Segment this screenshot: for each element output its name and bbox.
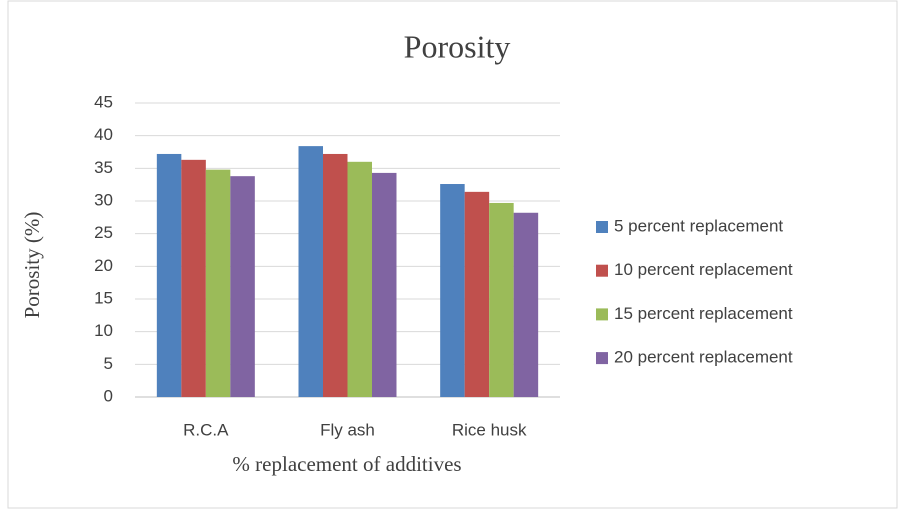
x-tick-label: R.C.A — [183, 420, 229, 439]
chart-title: Porosity — [404, 28, 511, 64]
y-tick-label: 0 — [104, 386, 113, 405]
y-tick-label: 40 — [94, 125, 113, 144]
x-tick-label: Fly ash — [320, 420, 375, 439]
y-tick-label: 25 — [94, 223, 113, 242]
legend-swatch — [596, 352, 608, 365]
bar — [323, 153, 348, 397]
bar — [513, 212, 539, 397]
y-axis-label: Porosity (%) — [20, 212, 44, 319]
legend-swatch — [596, 308, 608, 321]
y-tick-label: 10 — [94, 321, 113, 340]
legend-label: 20 percent replacement — [614, 348, 793, 367]
y-tick-label: 35 — [94, 158, 113, 177]
legend-label: 15 percent replacement — [614, 304, 793, 323]
bar — [440, 184, 465, 397]
y-tick-label: 30 — [94, 190, 113, 209]
bar — [347, 161, 372, 397]
legend-label: 5 percent replacement — [614, 216, 783, 235]
x-axis-label: % replacement of additives — [232, 452, 461, 476]
bar — [372, 172, 397, 397]
bar — [181, 159, 206, 397]
y-tick-label: 45 — [94, 92, 113, 111]
x-tick-label: Rice husk — [452, 420, 527, 439]
bar — [230, 176, 255, 397]
bar — [489, 202, 514, 397]
y-tick-label: 15 — [94, 288, 113, 307]
y-tick-label: 20 — [94, 256, 113, 275]
y-tick-label: 5 — [104, 354, 113, 373]
legend-swatch — [596, 264, 608, 277]
bar — [464, 191, 490, 397]
bar — [205, 169, 231, 397]
bar — [298, 146, 323, 397]
legend-swatch — [596, 221, 608, 233]
legend-label: 10 percent replacement — [614, 260, 793, 279]
bar — [156, 153, 182, 397]
